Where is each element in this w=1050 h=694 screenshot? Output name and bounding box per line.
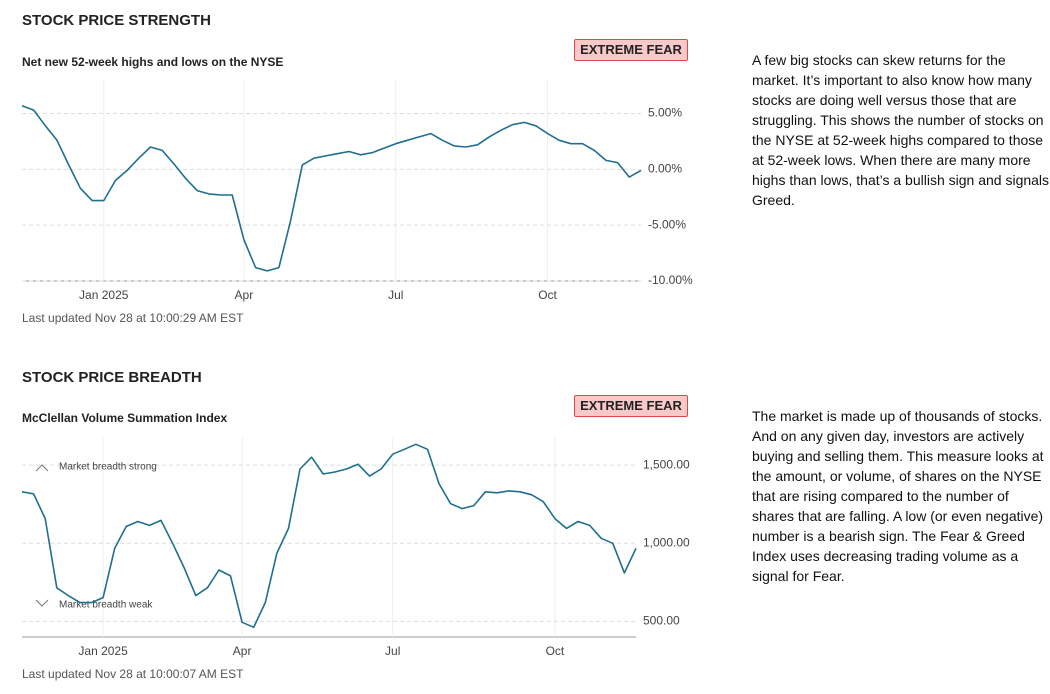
line bbox=[21, 104, 642, 272]
y-tick-label: 1,000.00 bbox=[643, 535, 690, 549]
x-tick-label: Jan 2025 bbox=[79, 288, 129, 302]
down-chevron bbox=[35, 599, 49, 607]
section-heading: STOCK PRICE STRENGTH bbox=[22, 12, 211, 29]
description: A few big stocks can skew returns for th… bbox=[752, 52, 1050, 208]
annotation: Market breadth strong bbox=[59, 462, 157, 473]
chart-title: Net new 52-week highs and lows on the NY… bbox=[22, 55, 284, 69]
x-tick-label: Jul bbox=[388, 288, 403, 302]
y-tick-label: 1,500.00 bbox=[643, 457, 690, 471]
description: The market is made up of thousands of st… bbox=[752, 408, 1044, 584]
up-chevron bbox=[35, 464, 49, 472]
y-tick-label: 5.00% bbox=[648, 106, 682, 120]
updated-note: Last updated Nov 28 at 10:00:29 AM EST bbox=[22, 311, 244, 325]
status-badge: EXTREME FEAR bbox=[574, 395, 688, 417]
x-tick-label: Jul bbox=[385, 644, 400, 658]
line bbox=[21, 443, 637, 629]
x-tick-label: Apr bbox=[235, 288, 254, 302]
section-heading: STOCK PRICE BREADTH bbox=[22, 369, 202, 386]
y-tick-label: -10.00% bbox=[648, 273, 693, 287]
chart-title: McClellan Volume Summation Index bbox=[22, 411, 228, 425]
y-tick-label: 500.00 bbox=[643, 614, 680, 628]
y-tick-label: 0.00% bbox=[648, 162, 682, 176]
y-tick-label: -5.00% bbox=[648, 217, 686, 231]
x-tick-label: Oct bbox=[546, 644, 565, 658]
annotation: Market breadth weak bbox=[59, 600, 153, 611]
x-tick-label: Jan 2025 bbox=[78, 644, 128, 658]
x-tick-label: Apr bbox=[233, 644, 252, 658]
x-tick-label: Oct bbox=[538, 288, 557, 302]
status-badge: EXTREME FEAR bbox=[574, 39, 688, 61]
updated-note: Last updated Nov 28 at 10:00:07 AM EST bbox=[22, 667, 244, 681]
